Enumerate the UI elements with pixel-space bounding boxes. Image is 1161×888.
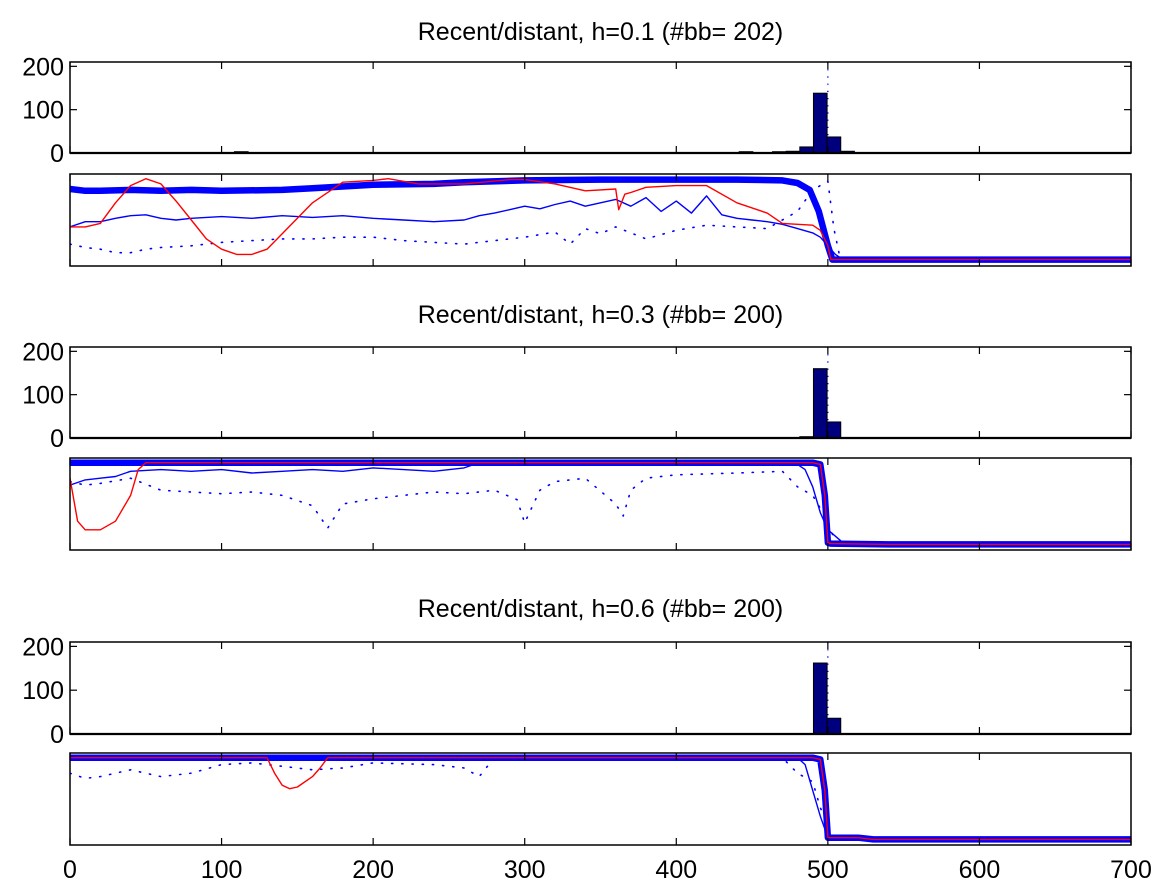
x-tick-label: 500 — [807, 856, 849, 884]
histogram-bar — [826, 421, 842, 439]
subplot-1: Recent/distant, h=0.1 (#bb= 202) 0 100 200 — [22, 18, 1132, 267]
histogram-frame — [69, 641, 1132, 735]
subplot-title: Recent/distant, h=0.1 (#bb= 202) — [418, 18, 784, 46]
y-tick-label: 100 — [22, 677, 64, 705]
histogram-bar — [812, 368, 828, 439]
series-dotted-blue — [70, 470, 1131, 546]
histogram-frame — [69, 61, 1132, 154]
series-thick-blue — [70, 176, 1131, 263]
x-tick-label: 700 — [1110, 856, 1152, 884]
subplot-2: Recent/distant, h=0.3 (#bb= 200) 0 100 200 — [22, 301, 1132, 551]
y-tick-label: 0 — [50, 721, 64, 749]
histogram-axes: 0 100 200 — [22, 633, 1132, 749]
subplot-title: Recent/distant, h=0.6 (#bb= 200) — [418, 595, 784, 623]
y-tick-label: 0 — [50, 140, 64, 168]
subplot-3: Recent/distant, h=0.6 (#bb= 200) 0 100 200 — [22, 595, 1132, 846]
histogram-bar — [812, 662, 828, 735]
subplot-title: Recent/distant, h=0.3 (#bb= 200) — [418, 301, 784, 329]
series-red — [70, 462, 1131, 546]
histogram-axes: 0 100 200 — [22, 53, 1132, 168]
y-tick-label: 200 — [22, 633, 64, 661]
y-tick-label: 200 — [22, 338, 64, 366]
x-axis-labels: 0 100 200 300 400 500 600 700 — [63, 856, 1152, 884]
trace-axes — [69, 457, 1132, 551]
histogram-bar — [826, 717, 842, 735]
histogram-bar — [812, 92, 828, 154]
y-tick-label: 100 — [22, 97, 64, 125]
histogram-frame — [69, 346, 1132, 439]
y-tick-label: 0 — [50, 425, 64, 453]
x-tick-label: 0 — [63, 856, 77, 884]
x-tick-label: 200 — [352, 856, 394, 884]
trace-frame — [69, 752, 1132, 846]
x-tick-label: 600 — [959, 856, 1001, 884]
x-tick-label: 300 — [504, 856, 546, 884]
y-tick-label: 200 — [22, 53, 64, 81]
histogram-bar — [826, 136, 842, 154]
series-thin-blue — [70, 195, 1131, 261]
trace-frame — [69, 173, 1132, 267]
series-red — [70, 757, 1131, 841]
trace-axes — [69, 752, 1132, 846]
trace-background — [70, 458, 1131, 550]
series-thin-blue — [70, 462, 1131, 546]
trace-frame — [69, 457, 1132, 551]
trace-axes — [69, 173, 1132, 267]
y-tick-label: 100 — [22, 382, 64, 410]
series-red — [70, 177, 1131, 261]
x-tick-label: 100 — [201, 856, 243, 884]
x-tick-label: 400 — [655, 856, 697, 884]
trace-background — [70, 753, 1131, 845]
trace-lines — [70, 176, 1131, 263]
histogram-axes: 0 100 200 — [22, 338, 1132, 453]
